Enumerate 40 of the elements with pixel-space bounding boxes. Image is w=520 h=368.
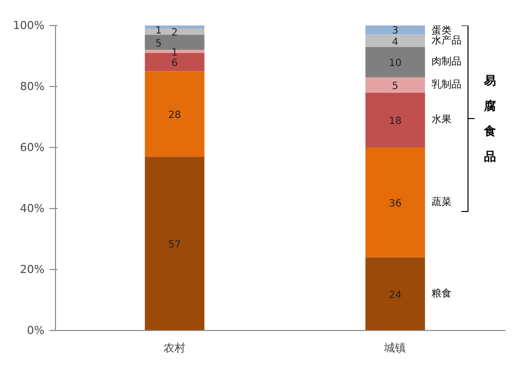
y-tick-label: 60% (20, 141, 45, 154)
data-label: 6 (171, 58, 178, 70)
bar (365, 46, 425, 78)
bar (365, 257, 425, 330)
series-label: 乳制品 (432, 78, 462, 90)
y-tick-label: 0% (27, 324, 44, 337)
data-label: 24 (388, 290, 402, 301)
series-label: 粮食 (432, 287, 452, 300)
series-label: 蛋类 (432, 24, 452, 36)
data-label: 57 (168, 240, 181, 251)
data-label: 28 (168, 110, 181, 121)
y-tick-label: 20% (20, 263, 45, 276)
bar (365, 26, 425, 35)
data-label: 2 (171, 28, 178, 39)
data-label: 18 (388, 116, 402, 128)
bar (144, 71, 204, 157)
series-label: 肉制品 (432, 56, 462, 68)
series-label: 蔬菜 (432, 196, 452, 208)
annotation: 易腐食品 (483, 74, 496, 164)
data-label: 36 (388, 198, 402, 210)
bar (365, 77, 425, 93)
bar (365, 148, 425, 258)
y-tick-label: 100% (13, 19, 45, 32)
data-label: 5 (392, 80, 398, 92)
series-label: 水果 (432, 114, 452, 126)
x-tick-label: 农村 (164, 342, 186, 354)
data-label: 3 (392, 26, 398, 36)
y-tick-label: 40% (20, 202, 45, 215)
bar (365, 92, 425, 148)
data-label: 5 (155, 38, 162, 50)
data-label: 1 (171, 47, 178, 58)
series-label: 水产品 (432, 34, 462, 46)
bar (144, 156, 204, 330)
y-tick-label: 80% (20, 80, 45, 93)
data-label: 10 (388, 58, 402, 70)
x-tick-label: 城镇 (383, 342, 406, 354)
bar (365, 34, 425, 47)
bar (144, 34, 204, 50)
data-label: 1 (155, 26, 162, 36)
data-label: 4 (392, 36, 398, 48)
